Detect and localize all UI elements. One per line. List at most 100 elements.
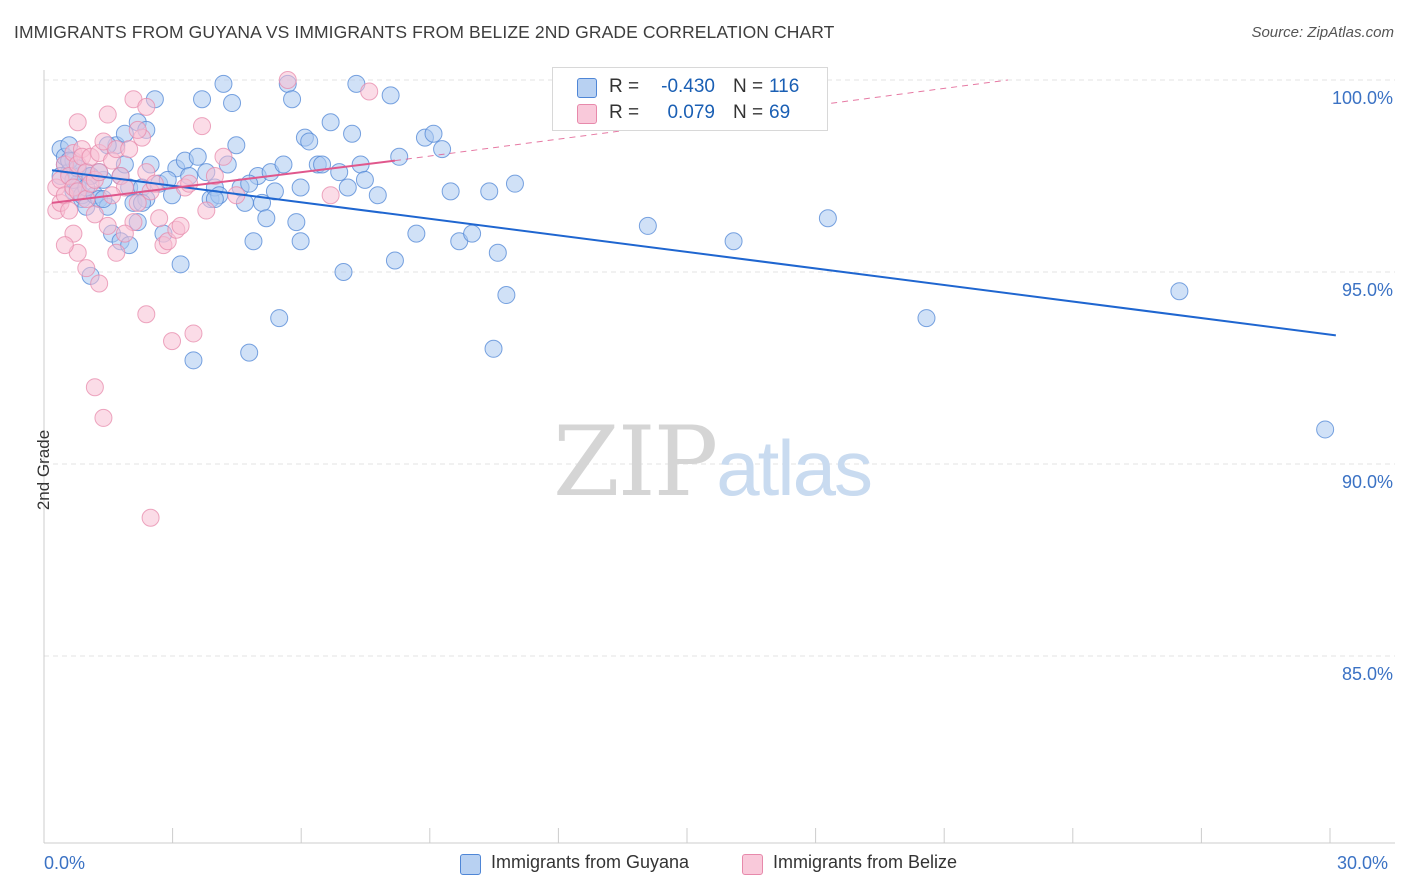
legend-r-label: R = <box>609 102 640 123</box>
guyana-point <box>390 147 409 166</box>
axes <box>43 70 1395 844</box>
guyana-point <box>283 90 302 109</box>
belize-point <box>94 408 113 427</box>
guyana-point <box>441 182 460 201</box>
stats-legend: R = -0.430 N = 116 R = 0.079 N = 69 <box>552 67 828 131</box>
belize-points <box>47 71 379 527</box>
legend-r-value: 0.079 <box>667 102 715 123</box>
guyana-point <box>227 136 246 155</box>
guyana-point <box>381 86 400 105</box>
guyana-point <box>480 182 499 201</box>
guyana-point <box>223 94 242 113</box>
y-axis-label-wrap: 2nd Grade <box>14 420 53 540</box>
legend-r-label: R = <box>609 76 640 97</box>
bottom-legend-label-belize: Immigrants from Belize <box>773 852 958 872</box>
watermark: ZIPatlas <box>553 406 873 518</box>
guyana-point <box>638 216 657 235</box>
belize-point <box>55 236 74 255</box>
guyana-point <box>291 232 310 251</box>
guyana-point <box>463 224 482 243</box>
belize-point <box>137 305 156 324</box>
gridlines <box>44 79 1395 657</box>
belize-point <box>60 201 79 220</box>
guyana-point <box>171 255 190 274</box>
guyana-point <box>291 178 310 197</box>
guyana-point <box>497 286 516 305</box>
belize-point <box>90 274 109 293</box>
x-tick-label-min: 0.0% <box>44 853 86 873</box>
guyana-point <box>407 224 426 243</box>
guyana-point <box>240 343 259 362</box>
guyana-point <box>385 251 404 270</box>
belize-point <box>321 186 340 205</box>
guyana-point <box>818 209 837 228</box>
guyana-point <box>300 132 319 151</box>
belize-point <box>278 71 297 89</box>
bottom-legend-swatch-guyana <box>460 854 481 875</box>
belize-point <box>128 120 147 139</box>
guyana-point <box>338 178 357 197</box>
y-axis-label: 2nd Grade <box>34 429 53 511</box>
guyana-point <box>270 309 289 328</box>
bottom-legend-label-guyana: Immigrants from Guyana <box>491 852 690 872</box>
legend-n-label: N = <box>733 102 764 123</box>
guyana-point <box>368 186 387 205</box>
guyana-point <box>343 124 362 143</box>
belize-point <box>77 259 96 278</box>
belize-point <box>197 201 216 220</box>
guyana-point <box>424 124 443 143</box>
guyana-point <box>334 263 353 281</box>
legend-n-label: N = <box>733 76 764 97</box>
y-tick-labels: 100.0% 95.0% 90.0% 85.0% <box>1332 88 1393 684</box>
belize-point <box>68 113 87 132</box>
guyana-point <box>184 351 203 370</box>
watermark-atlas: atlas <box>716 424 873 512</box>
guyana-trend-line <box>51 169 1336 337</box>
legend-r-value: -0.430 <box>661 76 715 97</box>
belize-point <box>171 216 190 235</box>
guyana-point <box>917 309 936 328</box>
guyana-point <box>433 140 452 159</box>
belize-point <box>85 378 104 397</box>
guyana-point <box>214 74 233 93</box>
belize-point <box>120 140 139 159</box>
guyana-point <box>244 232 263 251</box>
belize-point <box>150 209 169 228</box>
legend-swatch-guyana <box>577 78 597 98</box>
belize-point <box>98 105 117 124</box>
guyana-point <box>193 90 212 109</box>
belize-point <box>107 243 126 262</box>
belize-point <box>141 508 160 527</box>
belize-point <box>128 193 147 212</box>
guyana-point <box>488 243 507 262</box>
belize-point <box>360 82 379 101</box>
guyana-point <box>188 147 207 166</box>
watermark-zip: ZIP <box>553 406 718 518</box>
guyana-point <box>287 213 306 232</box>
guyana-point <box>724 232 743 251</box>
y-tick-label: 85.0% <box>1342 664 1393 684</box>
belize-trend-line <box>51 159 396 204</box>
bottom-legend-swatch-belize <box>742 854 763 875</box>
chart-title: IMMIGRANTS FROM GUYANA VS IMMIGRANTS FRO… <box>14 22 835 42</box>
guyana-point <box>257 209 276 228</box>
belize-point <box>184 324 203 343</box>
belize-point <box>214 147 233 166</box>
y-tick-label: 100.0% <box>1332 88 1393 108</box>
guyana-point <box>1170 282 1189 301</box>
guyana-point <box>321 113 340 132</box>
y-tick-label: 95.0% <box>1342 280 1393 300</box>
guyana-point <box>1316 420 1335 439</box>
guyana-point <box>505 174 524 193</box>
belize-point <box>205 167 224 185</box>
belize-point <box>193 117 212 136</box>
belize-point <box>163 332 182 351</box>
belize-point <box>85 205 104 224</box>
legend-n-value: 69 <box>769 102 791 123</box>
legend-row-belize: R = 0.079 N = 69 <box>553 100 827 126</box>
legend-swatch-belize <box>577 104 597 124</box>
guyana-point <box>355 170 374 189</box>
x-tick-label-max: 30.0% <box>1337 853 1389 873</box>
source-label: Source: ZipAtlas.com <box>1251 24 1394 41</box>
guyana-point <box>484 339 503 358</box>
